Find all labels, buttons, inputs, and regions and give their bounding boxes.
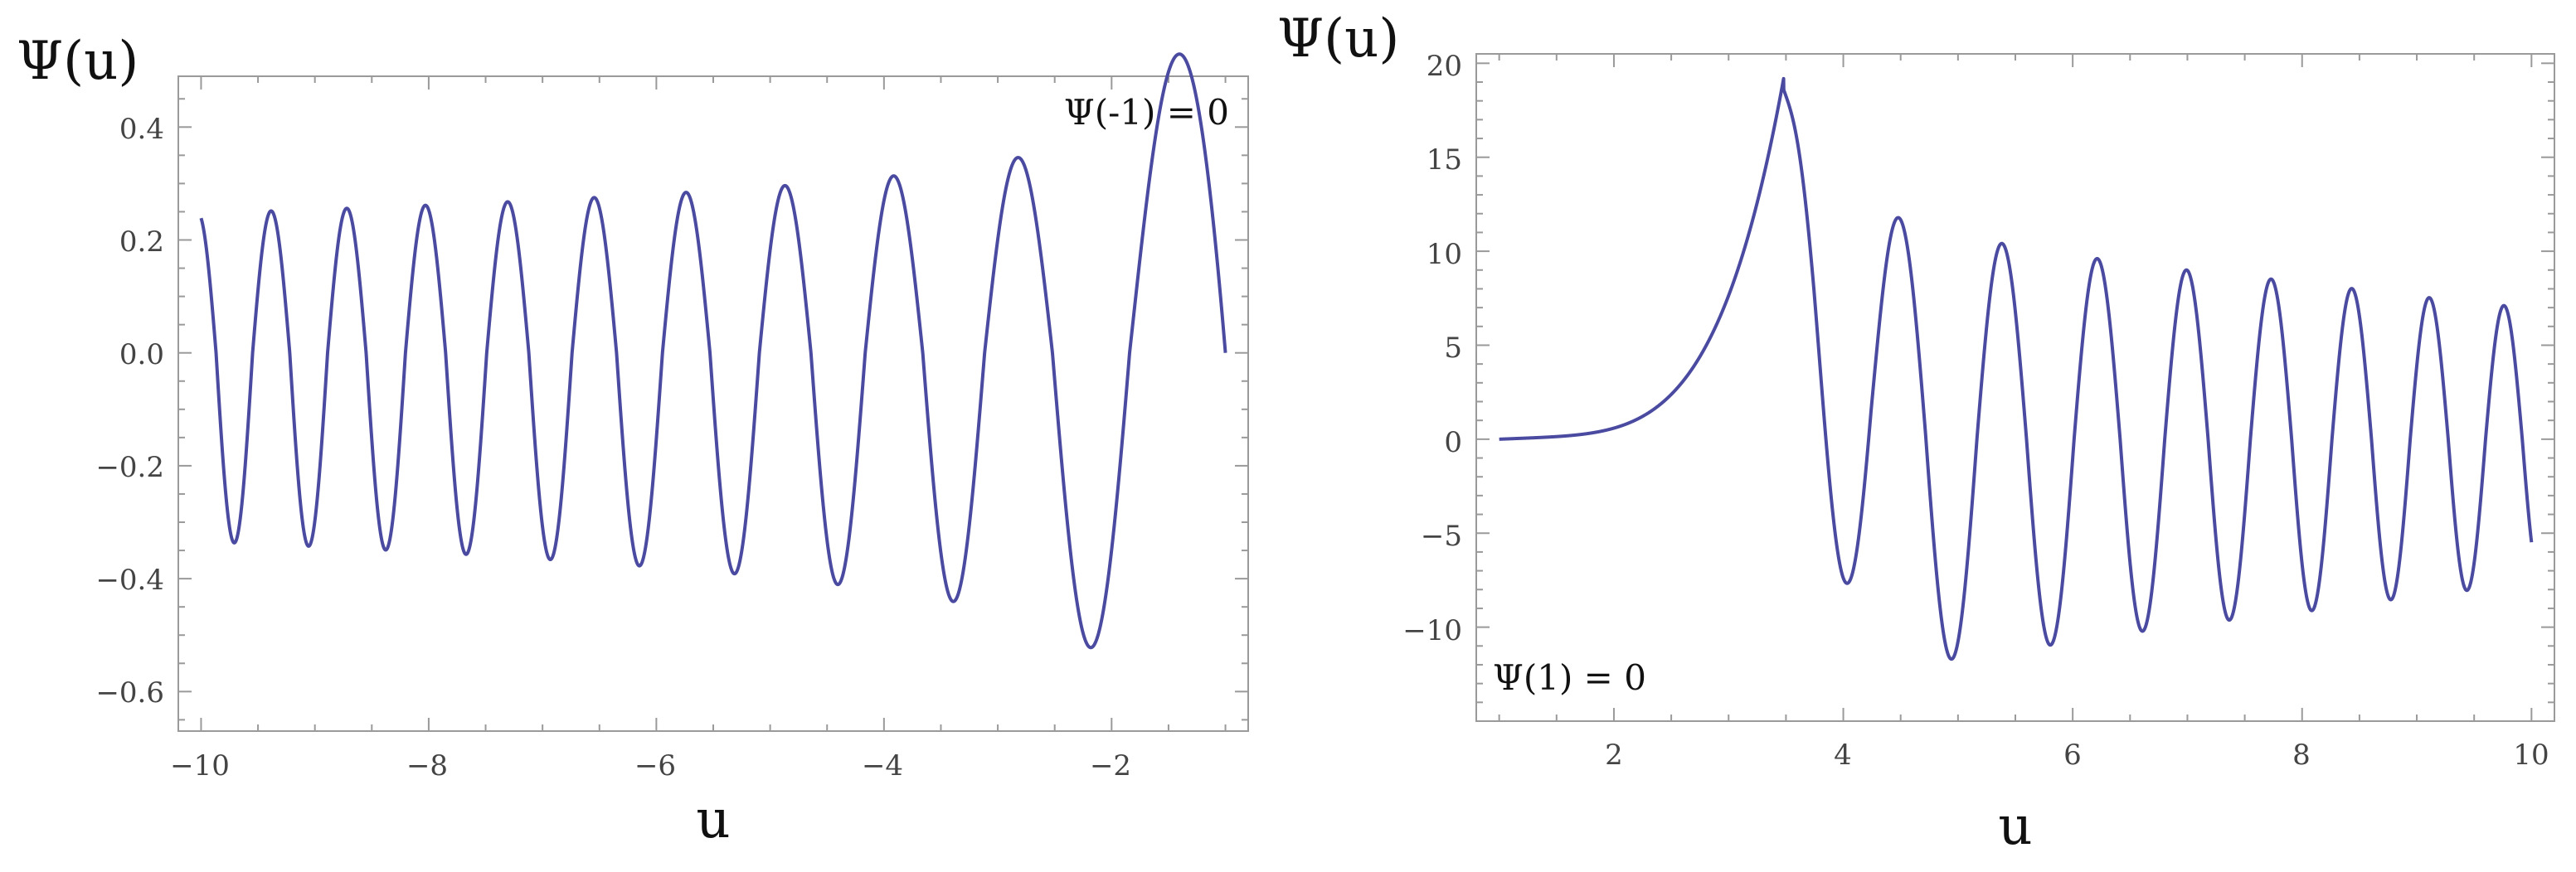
- right-series-line: [1497, 76, 2534, 661]
- left-y-tick-label: 0.0: [119, 338, 164, 371]
- right-x-tick-label: 8: [2292, 739, 2311, 772]
- right-x-tick-labels: 2 4 6 8 10: [1605, 739, 2549, 772]
- left-x-tick-label: −4: [862, 749, 903, 782]
- right-panel: 2 4 6 8 10 20 15 10 5 0 −5 −10 Ψ(u) u Ψ(…: [1277, 8, 2555, 857]
- left-x-tick-labels: −10 −8 −6 −4 −2: [170, 749, 1131, 782]
- left-x-tick-label: −10: [170, 749, 230, 782]
- left-y-tick-label: −0.4: [95, 564, 164, 597]
- right-annotation: Ψ(1) = 0: [1493, 657, 1646, 698]
- left-series-line: [199, 52, 1227, 650]
- right-y-tick-label: −10: [1402, 614, 1462, 647]
- right-y-tick-labels: 20 15 10 5 0 −5 −10: [1402, 50, 1462, 647]
- right-y-tick-label: −5: [1421, 520, 1462, 553]
- left-y-axis-title: Ψ(u): [17, 31, 139, 92]
- right-x-tick-label: 4: [1834, 739, 1852, 772]
- left-x-tick-label: −6: [634, 749, 676, 782]
- right-y-tick-label: 10: [1427, 238, 1462, 271]
- left-annotation: Ψ(-1) = 0: [1064, 92, 1229, 133]
- left-y-tick-label: 0.2: [119, 225, 164, 259]
- left-y-tick-labels: 0.4 0.2 0.0 −0.2 −0.4 −0.6: [95, 113, 164, 710]
- left-panel: −10 −8 −6 −4 −2 0.4 0.2 0.0 −0.2 −0.4 −0…: [17, 31, 1249, 850]
- right-x-tick-label: 10: [2513, 739, 2549, 772]
- left-x-tick-label: −2: [1090, 749, 1131, 782]
- right-y-tick-label: 20: [1427, 50, 1462, 83]
- right-y-tick-label: 15: [1427, 143, 1462, 177]
- right-x-tick-label: 6: [2063, 739, 2082, 772]
- right-y-axis-title: Ψ(u): [1277, 8, 1399, 70]
- right-x-tick-label: 2: [1605, 739, 1623, 772]
- left-x-axis-title: u: [696, 789, 730, 850]
- left-y-tick-label: −0.6: [95, 676, 164, 710]
- left-tick-marks: [178, 76, 1248, 731]
- left-x-tick-label: −8: [406, 749, 448, 782]
- left-y-tick-label: 0.4: [119, 113, 164, 146]
- right-y-tick-label: 0: [1444, 426, 1462, 459]
- left-y-tick-label: −0.2: [95, 451, 164, 484]
- right-plot-frame: [1475, 53, 2555, 722]
- right-tick-marks: [1476, 54, 2554, 722]
- right-x-axis-title: u: [1998, 796, 2032, 857]
- right-y-tick-label: 5: [1444, 332, 1462, 365]
